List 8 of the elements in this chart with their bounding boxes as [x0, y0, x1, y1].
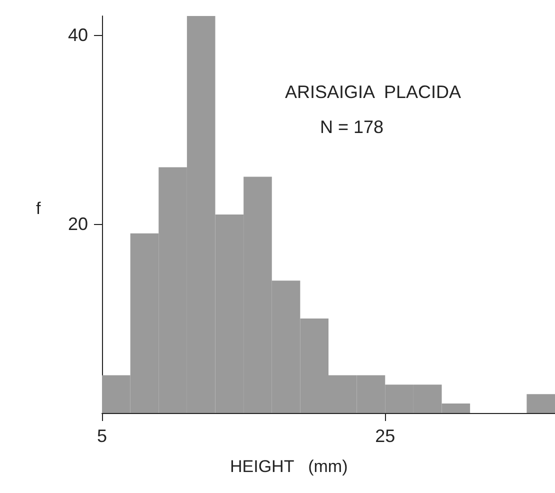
y-tick-label: 40	[68, 24, 88, 45]
x-tick-label: 25	[375, 426, 396, 446]
annotation: ARISAIGIA PLACIDA	[285, 82, 462, 102]
x-tick-label: 5	[96, 426, 108, 446]
y-tick-label: 20	[68, 214, 88, 234]
y-axis-title: f	[36, 199, 41, 218]
x-axis-title: HEIGHT (mm)	[230, 457, 348, 476]
annotation: N = 178	[320, 117, 384, 137]
